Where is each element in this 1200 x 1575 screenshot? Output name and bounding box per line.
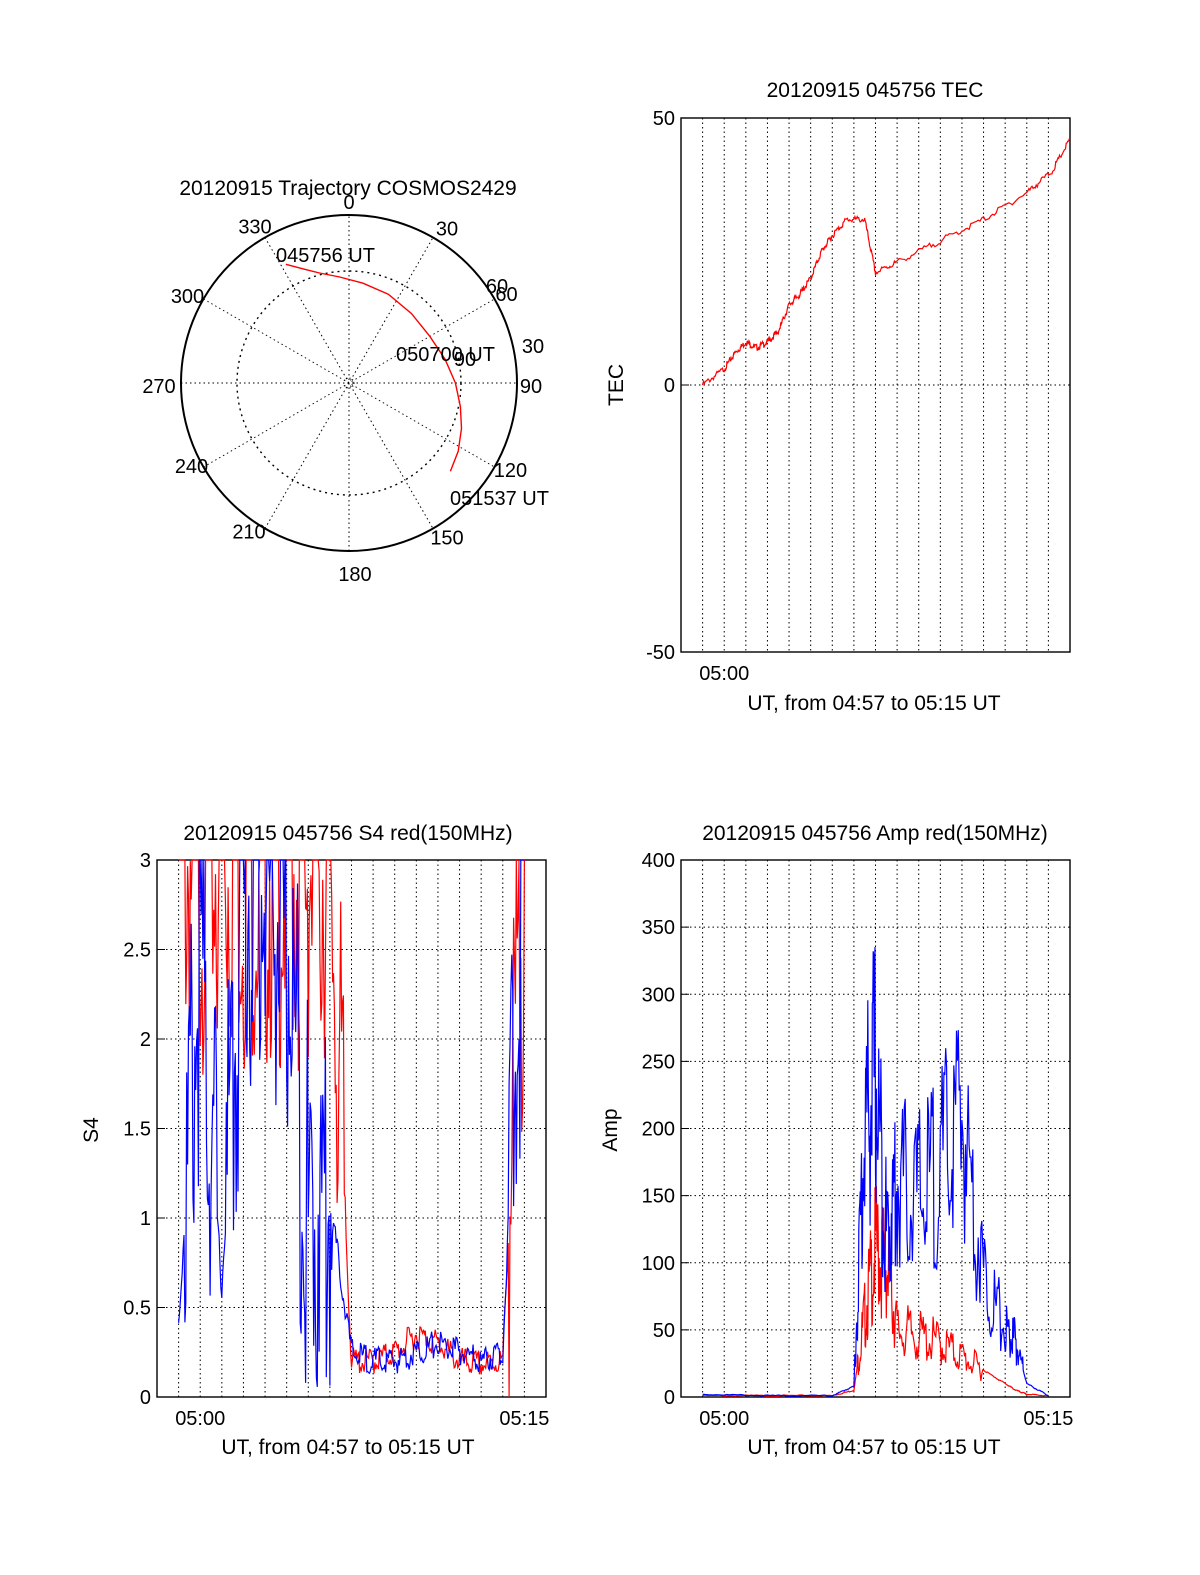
polar-spoke-150 <box>264 237 434 529</box>
amp-series <box>702 947 1049 1397</box>
amp-ytick-label: 100 <box>642 1253 675 1275</box>
polar-grid: 0 30 60 90 120 150 180 210 240 270 300 330 30 60 90 <box>142 192 544 586</box>
s4-ytick-label: 1.5 <box>123 1119 151 1141</box>
tec-ytick-label: 0 <box>664 375 675 397</box>
amp-ytick-label: 0 <box>664 1387 675 1409</box>
trajectory-end-label: 051537 UT <box>450 488 549 510</box>
amp-ylabel: Amp <box>599 1108 622 1151</box>
s4-xlabel: UT, from 04:57 to 05:15 UT <box>221 1436 474 1459</box>
s4-chart: 20120915 045756 S4 red(150MHz) 3 2.5 2 1.5 1… <box>80 822 549 1459</box>
s4-series <box>178 859 526 1398</box>
tec-ylabel: TEC <box>605 364 628 406</box>
amp-ytick-label: 250 <box>642 1051 675 1073</box>
polar-angle-label: 150 <box>430 527 463 549</box>
tec-title: 20120915 045756 TEC <box>767 79 984 102</box>
polar-angle-label: 90 <box>520 376 542 398</box>
amp-tick-labels: 400 350 300 250 200 150 100 50 0 05:00 05:15 <box>642 850 1074 1430</box>
polar-angle-label: 330 <box>238 217 271 239</box>
s4-ylabel: S4 <box>80 1117 103 1143</box>
amp-ytick-label: 200 <box>642 1119 675 1141</box>
amp-ytick-label: 350 <box>642 917 675 939</box>
polar-chart: 20120915 Trajectory COSMOS2429 0 30 60 90 12… <box>142 177 549 586</box>
polar-angle-label: 300 <box>171 286 204 308</box>
trajectory-line <box>285 263 463 472</box>
polar-angle-label: 210 <box>232 521 265 543</box>
tec-series-line-0 <box>702 138 1071 386</box>
tec-ytick-label: 50 <box>653 108 675 130</box>
s4-ytick-label: 1 <box>140 1208 151 1230</box>
tec-xtick-label: 05:00 <box>699 663 749 685</box>
s4-grid <box>156 860 546 1397</box>
polar-angle-label: 0 <box>343 192 354 214</box>
amp-ytick-label: 50 <box>653 1320 675 1342</box>
amp-xtick-label: 05:15 <box>1023 1408 1073 1430</box>
tec-chart: 20120915 045756 TEC 50 0 -50 05:00 UT, from… <box>605 79 1071 715</box>
amp-ytick-label: 300 <box>642 984 675 1006</box>
polar-angle-label: 30 <box>436 219 458 241</box>
s4-xtick-label: 05:00 <box>175 1408 225 1430</box>
amp-xtick-label: 05:00 <box>699 1408 749 1430</box>
s4-ytick-label: 0.5 <box>123 1298 151 1320</box>
s4-tick-labels: 3 2.5 2 1.5 1 0.5 0 05:00 05:15 <box>123 850 549 1430</box>
trajectory-mid-label: 050700 UT <box>396 344 495 366</box>
amp-ytick-label: 150 <box>642 1186 675 1208</box>
polar-angle-label: 120 <box>494 460 527 482</box>
tec-ytick-label: -50 <box>646 642 675 664</box>
tec-grid <box>680 118 1070 652</box>
s4-ytick-label: 3 <box>140 850 151 872</box>
s4-ytick-label: 0 <box>140 1387 151 1409</box>
s4-ytick-label: 2.5 <box>123 940 151 962</box>
tec-xlabel: UT, from 04:57 to 05:15 UT <box>747 692 1000 715</box>
polar-radius-label: 30 <box>522 336 544 358</box>
amp-series-line-0 <box>702 1186 1049 1397</box>
amp-chart: 20120915 045756 Amp red(150MHz) 400 350 30… <box>599 822 1073 1459</box>
polar-angle-label: 240 <box>175 456 208 478</box>
polar-angle-label: 270 <box>142 376 175 398</box>
polar-radius-label: 60 <box>486 276 508 298</box>
polar-angle-label: 180 <box>338 564 371 586</box>
trajectory-start-label: 045756 UT <box>276 245 375 267</box>
tec-series <box>702 138 1071 386</box>
tec-tick-labels: 50 0 -50 05:00 <box>646 108 749 685</box>
amp-series-line-1 <box>702 947 1049 1397</box>
polar-title: 20120915 Trajectory COSMOS2429 <box>179 177 516 200</box>
s4-series-line-0 <box>178 859 526 1398</box>
polar-angle-label: 60 <box>495 284 517 306</box>
polar-radius-label: 90 <box>454 349 476 371</box>
s4-xtick-label: 05:15 <box>499 1408 549 1430</box>
s4-series-line-1 <box>178 859 525 1387</box>
amp-xlabel: UT, from 04:57 to 05:15 UT <box>747 1436 1000 1459</box>
amp-title: 20120915 045756 Amp red(150MHz) <box>702 822 1048 845</box>
amp-ytick-label: 400 <box>642 850 675 872</box>
s4-title: 20120915 045756 S4 red(150MHz) <box>183 822 512 845</box>
s4-ytick-label: 2 <box>140 1029 151 1051</box>
